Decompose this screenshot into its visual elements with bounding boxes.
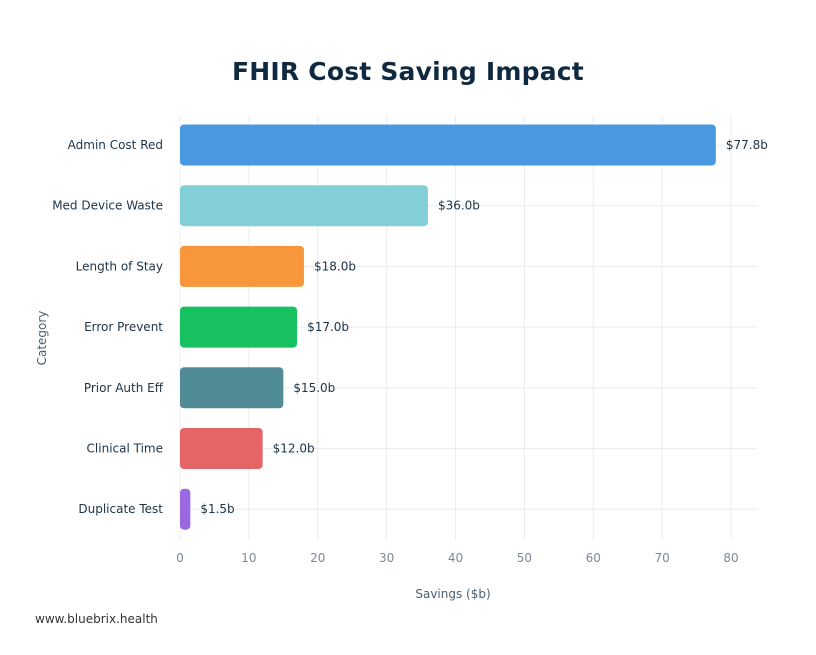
data-label: $77.8b: [726, 138, 768, 152]
x-tick-label: 50: [517, 551, 532, 565]
bar: [180, 367, 284, 409]
bar: [180, 428, 263, 469]
data-label: $17.0b: [307, 320, 349, 334]
bar: [180, 124, 716, 166]
category-label: Prior Auth Eff: [84, 381, 164, 395]
x-tick-label: 40: [448, 551, 463, 565]
data-label: $36.0b: [438, 199, 480, 213]
x-tick-label: 70: [654, 551, 669, 565]
data-label: $1.5b: [200, 502, 234, 516]
x-tick-label: 20: [310, 551, 325, 565]
bar: [180, 185, 428, 227]
category-label: Med Device Waste: [52, 199, 163, 213]
category-label: Length of Stay: [76, 259, 163, 273]
x-axis-label: Savings ($b): [415, 587, 490, 601]
bar: [180, 245, 304, 287]
category-label: Error Prevent: [84, 320, 163, 334]
category-label: Duplicate Test: [78, 502, 163, 516]
x-tick-label: 80: [723, 551, 738, 565]
chart-title: FHIR Cost Saving Impact: [232, 57, 584, 86]
x-tick-label: 60: [586, 551, 601, 565]
category-label: Clinical Time: [87, 442, 163, 456]
bar: [180, 488, 191, 530]
data-label: $12.0b: [273, 442, 315, 456]
x-tick-label: 30: [379, 551, 394, 565]
x-tick-label: 0: [176, 551, 184, 565]
y-axis-label: Category: [35, 311, 49, 366]
data-label: $18.0b: [314, 259, 356, 273]
footer-url: www.bluebrix.health: [35, 612, 158, 626]
bar: [180, 306, 298, 348]
data-label: $15.0b: [293, 381, 335, 395]
category-label: Admin Cost Red: [68, 138, 163, 152]
x-tick-label: 10: [241, 551, 256, 565]
